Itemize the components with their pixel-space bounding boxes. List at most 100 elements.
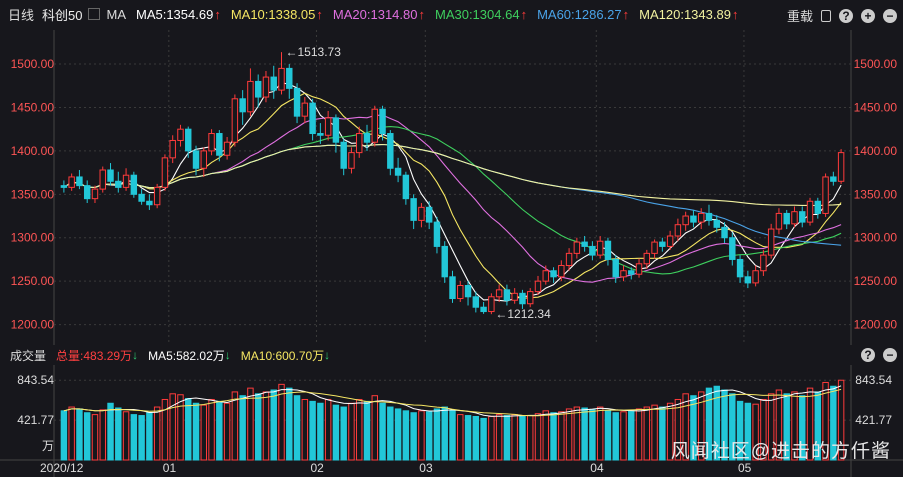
volume-collapse-icon[interactable]: − [883, 348, 897, 362]
candle-body [783, 212, 790, 225]
candle [604, 237, 612, 266]
candle-body [457, 285, 464, 300]
candle-body [324, 117, 332, 136]
candle [115, 171, 122, 193]
candle [254, 74, 262, 108]
candle [379, 105, 386, 141]
candle [744, 270, 752, 289]
candle [293, 83, 301, 124]
candle-body [799, 211, 806, 223]
candle [239, 90, 246, 125]
volume-settings-icon[interactable]: ? [861, 348, 875, 362]
zoom-in-icon[interactable]: + [861, 8, 875, 23]
volume-bar [379, 402, 386, 461]
candle [387, 130, 394, 176]
candle [581, 236, 588, 252]
candle-body [418, 206, 425, 221]
volume-bar [596, 406, 604, 461]
volume-bar [604, 410, 612, 461]
candle-body [146, 200, 153, 206]
candle [122, 168, 130, 191]
candle [589, 241, 596, 261]
volume-bar [573, 406, 581, 461]
candle-body [76, 176, 83, 187]
volume-bar [115, 407, 122, 461]
candle [371, 105, 378, 147]
period-label[interactable]: 日线 [8, 7, 35, 23]
candle-body [573, 241, 581, 254]
candle [527, 288, 534, 308]
ma-label[interactable]: MA [106, 6, 126, 22]
candle [760, 249, 767, 276]
candle [511, 288, 518, 304]
volume-bar [534, 413, 542, 461]
candle-body [814, 200, 822, 214]
volume-bar [286, 387, 293, 461]
settings-icon[interactable]: ? [839, 8, 853, 23]
candle-body [239, 98, 246, 113]
volume-bar [138, 415, 145, 461]
volume-bar [402, 410, 410, 461]
index-name[interactable]: 科创50 [42, 7, 83, 23]
y-tick-left: 1350.00 [11, 187, 55, 201]
candle [216, 130, 223, 162]
overlay-button[interactable]: 重载 [786, 9, 813, 24]
candle [138, 189, 145, 205]
candle-body [628, 270, 635, 275]
candle-body [806, 200, 814, 223]
candle [542, 265, 549, 285]
candle-body [674, 224, 682, 237]
candle [565, 248, 573, 271]
volume-bar [581, 407, 588, 461]
candle-body [208, 133, 215, 152]
candle-body [488, 296, 495, 313]
volume-bar [185, 398, 192, 461]
candle-body [122, 174, 130, 188]
candle-body [293, 87, 301, 117]
candle [394, 157, 402, 183]
candle-body [534, 280, 542, 293]
candle-body [760, 254, 767, 272]
candle-body [410, 198, 417, 221]
volume-bar [371, 395, 378, 461]
volume-bar [192, 402, 200, 461]
volume-bar [558, 411, 565, 461]
vol-y-tick-left: 万 [42, 439, 54, 453]
volume-bar [216, 400, 223, 461]
candle [713, 215, 720, 233]
zoom-out-icon[interactable]: − [883, 8, 897, 23]
candle-body [262, 76, 270, 98]
candle [324, 110, 332, 141]
candle [231, 94, 239, 147]
candle [791, 206, 798, 228]
y-tick-right: 1200.00 [854, 318, 898, 332]
index-selector-box[interactable] [88, 8, 101, 20]
volume-bar [775, 389, 783, 461]
volume-bar [278, 383, 285, 461]
candle-body [83, 185, 91, 200]
candle-body [99, 169, 106, 190]
volume-bar [752, 403, 759, 461]
candle [837, 149, 845, 184]
candlestick-chart[interactable]: 1500.00 1500.00 1450.00 1450.00 1400.00 1400.… [0, 0, 903, 345]
volume-chart[interactable]: 843.54 843.54 421.77 421.77 万 2020/12 01 02 03 04… [0, 365, 903, 477]
lock-icon[interactable] [821, 9, 831, 22]
candle [99, 166, 106, 193]
volume-bar [332, 404, 340, 461]
volume-ma10: MA10:600.70万 [240, 348, 325, 363]
candle-body [511, 292, 518, 301]
volume-bar [457, 414, 464, 461]
candle-body [643, 252, 651, 265]
volume-bar [542, 410, 549, 461]
candle [340, 138, 347, 176]
y-tick-right: 1350.00 [854, 187, 898, 201]
candle [643, 249, 651, 269]
volume-bar [208, 398, 215, 461]
volume-bar [83, 412, 91, 461]
volume-bar [713, 385, 720, 461]
candle [822, 173, 829, 217]
ma-item-0: MA5:1354.69↑ [135, 6, 221, 22]
candle-body [604, 240, 612, 260]
candle [495, 284, 503, 302]
y-tick-right: 1450.00 [854, 100, 898, 114]
